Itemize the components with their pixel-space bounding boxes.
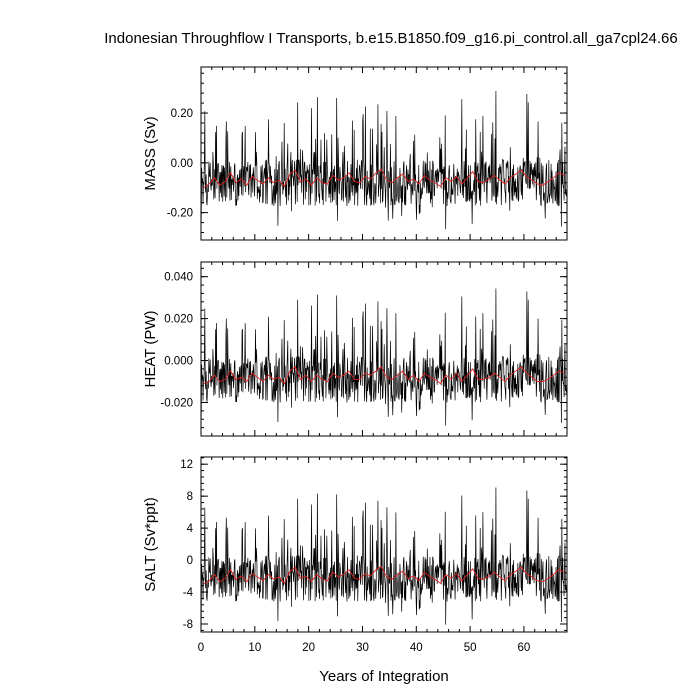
y-tick-label: -0.20 [167, 208, 193, 220]
y-tick-label: 0.000 [164, 356, 193, 368]
annual-mean-line [203, 168, 565, 189]
y-tick-label: 0.20 [171, 108, 193, 120]
x-tick-label: 60 [518, 642, 531, 654]
x-tick-label: 20 [302, 642, 315, 654]
annual-mean-line [203, 366, 565, 385]
x-axis-label: Years of Integration [319, 668, 449, 685]
y-tick-label: 4 [187, 523, 194, 535]
y-tick-label: 12 [180, 459, 193, 471]
monthly-series-line [201, 487, 567, 625]
y-tick-label: 0.040 [164, 272, 193, 284]
y-tick-label: 8 [187, 491, 193, 503]
x-tick-label: 10 [248, 642, 261, 654]
x-tick-label: 30 [356, 642, 369, 654]
y-tick-label: -8 [183, 619, 193, 631]
x-tick-label: 50 [464, 642, 477, 654]
y-tick-label: -4 [183, 587, 194, 599]
y-axis-label: MASS (Sv) [142, 116, 159, 190]
y-tick-label: -0.020 [160, 397, 193, 409]
monthly-series-line [201, 91, 567, 230]
x-tick-label: 0 [198, 642, 204, 654]
y-tick-label: 0.00 [171, 158, 193, 170]
mass-panel: -0.20 0.00 0.20 MASS (Sv) [142, 66, 568, 241]
x-tick-label: 40 [410, 642, 423, 654]
chart-title: Indonesian Throughflow I Transports, b.e… [104, 30, 678, 47]
heat-panel: -0.020 0.000 0.020 0.040 HEAT (PW) [142, 261, 568, 437]
annual-mean-line [203, 565, 565, 585]
y-axis-label: HEAT (PW) [142, 311, 159, 388]
y-tick-label: 0 [187, 555, 193, 567]
y-tick-label: 0.020 [164, 314, 193, 326]
salt-panel: -8 -4 0 4 8 12 0 10 20 30 40 50 60 SALT (Sv*ppt) [142, 456, 568, 654]
monthly-series-line [201, 288, 567, 426]
y-axis-label: SALT (Sv*ppt) [142, 497, 159, 591]
